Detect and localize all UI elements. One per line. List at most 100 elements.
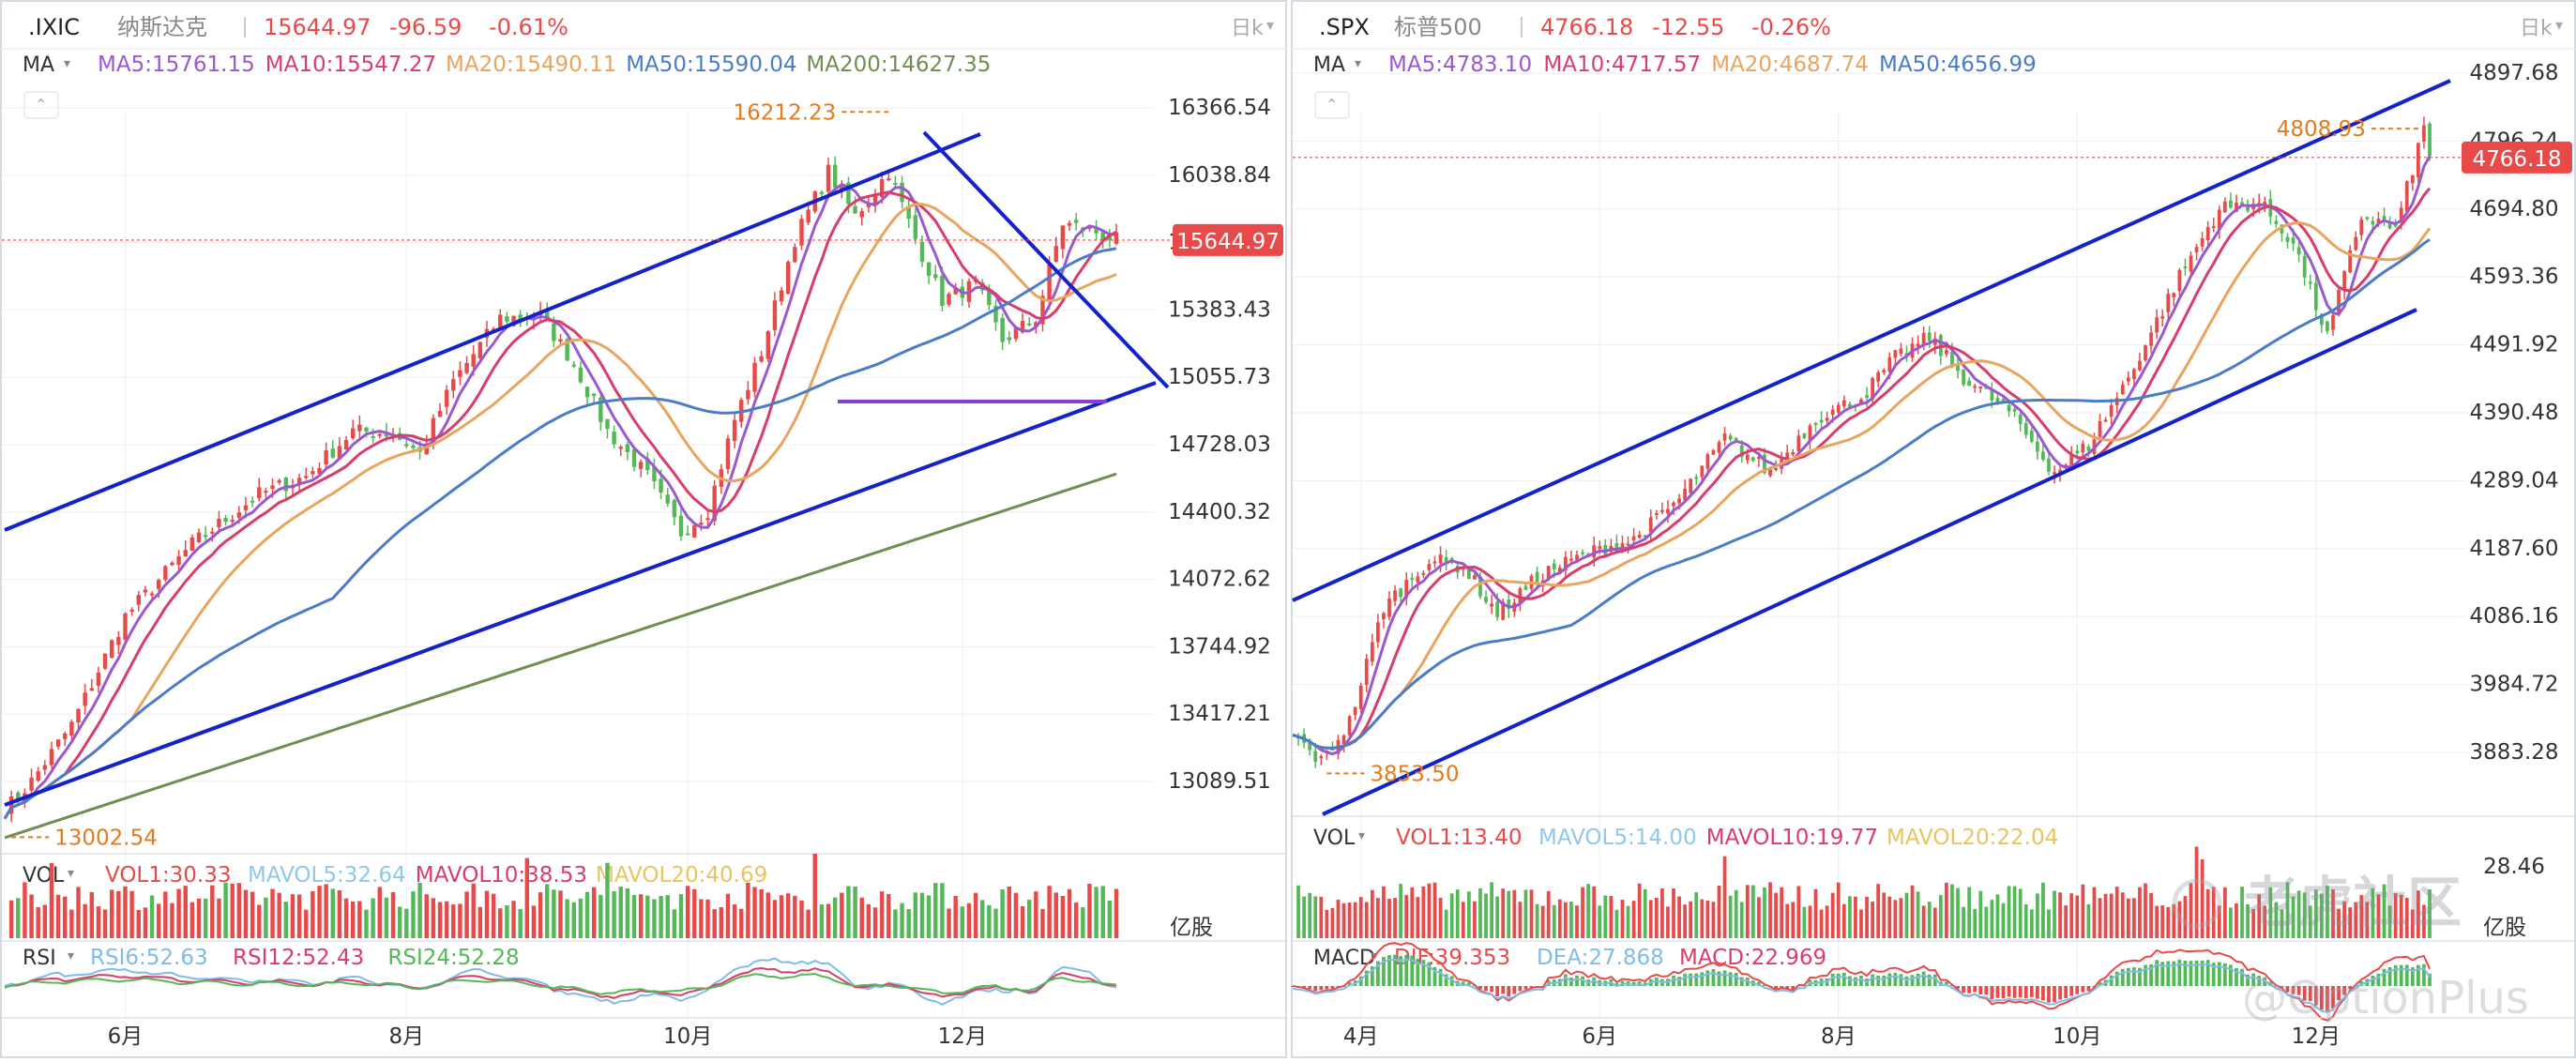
volume-bar xyxy=(1887,896,1892,938)
candle-body xyxy=(1637,534,1642,539)
volume-bar xyxy=(1865,896,1869,938)
volume-bar xyxy=(879,891,885,938)
y-tick-label: 16038.84 xyxy=(1168,163,1271,188)
candle-body xyxy=(1490,603,1493,607)
candle-body xyxy=(665,494,670,504)
volume-bar xyxy=(2114,887,2119,938)
volume-bar xyxy=(1410,887,1415,938)
candle-body xyxy=(1967,380,1972,387)
volume-bar xyxy=(2387,905,2392,938)
candle-body xyxy=(699,523,704,525)
index-name-label: 标普500 xyxy=(1394,14,1482,40)
volume-bar xyxy=(2342,901,2346,938)
macd-bar xyxy=(2251,973,2256,986)
macd-bar xyxy=(1705,970,1710,986)
macd-bar xyxy=(1393,954,1397,986)
volume-bar xyxy=(1353,902,1357,938)
macd-bar xyxy=(1507,986,1511,997)
candle-body xyxy=(1950,351,1954,366)
volume-bar xyxy=(290,894,295,938)
volume-bar xyxy=(2029,909,2034,938)
macd-bar xyxy=(2064,986,2068,999)
volume-bar xyxy=(1780,887,1784,938)
x-tick-label: 8月 xyxy=(388,1024,424,1049)
candle-body xyxy=(2428,123,2432,157)
volume-legend-1: MAVOL5:32.64 xyxy=(248,863,406,888)
volume-bar xyxy=(1564,902,1568,938)
x-tick-label: 12月 xyxy=(2292,1024,2341,1049)
candle-body xyxy=(879,178,885,197)
macd-bar xyxy=(1854,977,1857,986)
candle-body xyxy=(886,178,891,181)
candle-body xyxy=(76,708,81,723)
candle-body xyxy=(1598,546,1602,550)
volume-bar xyxy=(1296,885,1300,938)
volume-bar xyxy=(2326,886,2329,938)
candle-body xyxy=(1711,449,1716,455)
candle-body xyxy=(552,323,556,341)
volume-legend-3: MAVOL20:40.69 xyxy=(596,863,767,888)
volume-selector: VOL xyxy=(23,864,65,888)
macd-bar xyxy=(2308,986,2312,1002)
candle-body xyxy=(1444,556,1448,562)
macd-bar xyxy=(1631,981,1636,986)
volume-bar xyxy=(2012,886,2017,938)
volume-bar xyxy=(2280,909,2284,938)
macd-bar xyxy=(1774,986,1778,989)
candle-body xyxy=(2246,204,2250,211)
candle-body xyxy=(933,274,938,279)
macd-bar xyxy=(1848,976,1852,986)
candle-body xyxy=(1466,568,1471,579)
chart-panel-spx: .SPX 标普500 4766.18 -12.55 -0.26% 日k ▾MA ▾ MA5:47… xyxy=(1291,0,2576,1058)
volume-bar xyxy=(1938,895,1943,938)
candle-body xyxy=(1956,364,1960,372)
macd-bar xyxy=(2428,973,2432,986)
candle-body xyxy=(464,362,469,373)
candle-body xyxy=(1962,370,1965,386)
volume-bar xyxy=(2075,895,2080,938)
candle-body xyxy=(156,580,161,589)
volume-bar xyxy=(725,893,731,938)
volume-bar xyxy=(1308,892,1312,938)
volume-bar xyxy=(1495,896,1500,938)
macd-bar xyxy=(2348,986,2353,990)
volume-bar xyxy=(404,908,409,938)
candle-body xyxy=(277,480,281,483)
volume-bar xyxy=(2337,908,2341,938)
macd-dea-line xyxy=(1292,958,2431,1014)
macd-bar xyxy=(1376,961,1380,986)
y-tick-label: 15383.43 xyxy=(1168,297,1271,322)
candle-body xyxy=(785,261,791,295)
macd-bar xyxy=(2120,968,2125,986)
trend-line-lower xyxy=(4,381,1157,807)
volume-bar xyxy=(1067,888,1072,938)
volume-bar xyxy=(2229,907,2233,938)
volume-bar xyxy=(343,898,349,938)
candle-body xyxy=(832,164,838,188)
candle-body xyxy=(2205,227,2210,241)
rsi-line xyxy=(4,957,1117,1006)
candle-body xyxy=(1416,576,1420,583)
macd-bar xyxy=(1689,973,1693,986)
volume-bar xyxy=(1552,904,1556,938)
candle-body xyxy=(1546,566,1551,579)
candle-body xyxy=(565,339,569,361)
volume-bar xyxy=(793,895,797,938)
candle-body xyxy=(1370,642,1374,662)
chevron-down-icon: ▾ xyxy=(1358,828,1365,843)
candle-body xyxy=(350,428,356,439)
volume-bar xyxy=(324,884,328,938)
volume-bar xyxy=(1945,882,1948,938)
volume-bar xyxy=(464,891,469,938)
candle-body xyxy=(1473,575,1477,580)
volume-bar xyxy=(83,903,87,938)
volume-bar xyxy=(129,890,134,938)
macd-bar xyxy=(2331,986,2335,1009)
macd-bar xyxy=(2257,976,2262,986)
volume-bar xyxy=(49,862,54,938)
volume-bar xyxy=(1609,896,1614,938)
symbol-label: .SPX xyxy=(1319,14,1370,40)
volume-bar xyxy=(1325,909,1329,938)
candle-body xyxy=(2041,451,2045,460)
volume-bar xyxy=(2235,903,2238,938)
